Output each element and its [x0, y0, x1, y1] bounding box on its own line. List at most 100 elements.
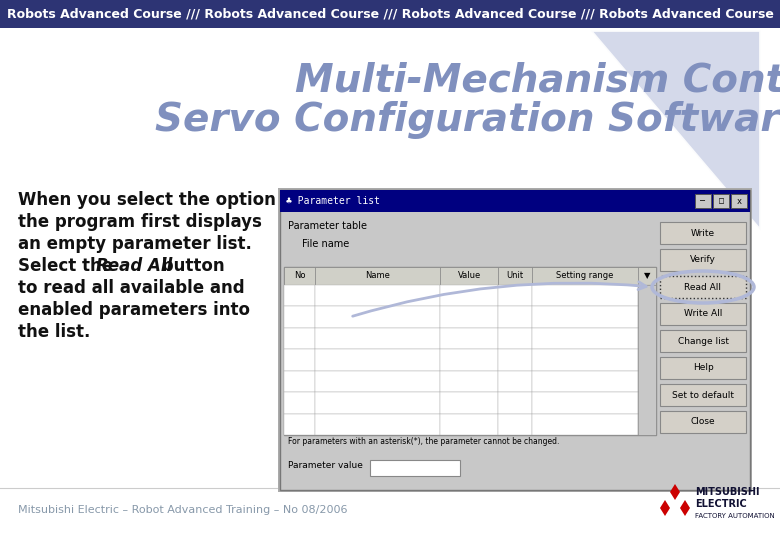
FancyBboxPatch shape — [315, 371, 440, 392]
FancyBboxPatch shape — [284, 392, 315, 414]
FancyBboxPatch shape — [532, 267, 638, 285]
FancyBboxPatch shape — [532, 392, 638, 414]
Text: Write All: Write All — [684, 309, 722, 319]
Text: Mitsubishi Electric – Robot Advanced Training – No 08/2006: Mitsubishi Electric – Robot Advanced Tra… — [18, 505, 348, 515]
Polygon shape — [670, 484, 680, 500]
Text: the list.: the list. — [18, 323, 90, 341]
FancyBboxPatch shape — [638, 285, 656, 435]
Polygon shape — [590, 30, 760, 230]
FancyBboxPatch shape — [440, 392, 498, 414]
FancyBboxPatch shape — [498, 349, 532, 371]
FancyBboxPatch shape — [284, 267, 656, 435]
Text: Robots Advanced Course /// Robots Advanced Course /// Robots Advanced Course ///: Robots Advanced Course /// Robots Advanc… — [6, 8, 774, 21]
Text: □: □ — [718, 197, 724, 206]
FancyBboxPatch shape — [498, 414, 532, 435]
FancyBboxPatch shape — [498, 328, 532, 349]
FancyBboxPatch shape — [532, 306, 638, 328]
Text: Parameter table: Parameter table — [288, 221, 367, 231]
Text: MITSUBISHI: MITSUBISHI — [695, 487, 760, 497]
FancyBboxPatch shape — [660, 357, 746, 379]
FancyBboxPatch shape — [315, 392, 440, 414]
FancyBboxPatch shape — [532, 328, 638, 349]
Text: Parameter value: Parameter value — [288, 461, 363, 469]
FancyBboxPatch shape — [284, 285, 315, 306]
Text: Read All: Read All — [685, 282, 722, 292]
FancyBboxPatch shape — [440, 349, 498, 371]
Text: x: x — [736, 197, 742, 206]
Text: Change list: Change list — [678, 336, 729, 346]
FancyArrowPatch shape — [353, 282, 646, 316]
FancyBboxPatch shape — [284, 328, 315, 349]
FancyBboxPatch shape — [638, 414, 656, 435]
Polygon shape — [680, 500, 690, 516]
Text: enabled parameters into: enabled parameters into — [18, 301, 250, 319]
FancyBboxPatch shape — [638, 392, 656, 414]
Text: ♣ Parameter list: ♣ Parameter list — [286, 196, 380, 206]
Text: —: — — [700, 197, 705, 206]
FancyBboxPatch shape — [660, 249, 746, 271]
Text: Name: Name — [365, 272, 390, 280]
Text: ELECTRIC: ELECTRIC — [695, 499, 746, 509]
FancyBboxPatch shape — [638, 306, 656, 328]
FancyBboxPatch shape — [498, 267, 532, 285]
FancyBboxPatch shape — [315, 267, 440, 285]
FancyBboxPatch shape — [660, 384, 746, 406]
FancyBboxPatch shape — [498, 371, 532, 392]
FancyBboxPatch shape — [638, 267, 656, 285]
FancyBboxPatch shape — [440, 328, 498, 349]
Text: Servo Configuration Software (6): Servo Configuration Software (6) — [155, 101, 780, 139]
FancyBboxPatch shape — [695, 194, 711, 208]
FancyBboxPatch shape — [440, 306, 498, 328]
FancyBboxPatch shape — [440, 371, 498, 392]
FancyBboxPatch shape — [440, 414, 498, 435]
Text: Value: Value — [458, 272, 480, 280]
FancyBboxPatch shape — [638, 328, 656, 349]
FancyBboxPatch shape — [660, 411, 746, 433]
Text: ▼: ▼ — [644, 272, 651, 280]
FancyBboxPatch shape — [278, 188, 752, 492]
FancyBboxPatch shape — [315, 328, 440, 349]
Text: Set to default: Set to default — [672, 390, 734, 400]
Text: Multi-Mechanism Control –: Multi-Mechanism Control – — [295, 61, 780, 99]
FancyBboxPatch shape — [660, 303, 746, 325]
FancyBboxPatch shape — [0, 0, 780, 28]
Text: Help: Help — [693, 363, 714, 373]
FancyBboxPatch shape — [638, 371, 656, 392]
FancyBboxPatch shape — [660, 330, 746, 352]
Polygon shape — [660, 500, 670, 516]
FancyBboxPatch shape — [315, 414, 440, 435]
FancyBboxPatch shape — [638, 349, 656, 371]
FancyBboxPatch shape — [638, 285, 656, 306]
FancyBboxPatch shape — [284, 267, 315, 285]
Text: Verify: Verify — [690, 255, 716, 265]
FancyBboxPatch shape — [0, 28, 780, 540]
FancyBboxPatch shape — [284, 349, 315, 371]
Text: Setting range: Setting range — [556, 272, 614, 280]
Text: When you select the option: When you select the option — [18, 191, 276, 209]
Text: button: button — [156, 257, 225, 275]
FancyBboxPatch shape — [315, 285, 440, 306]
Text: Close: Close — [690, 417, 715, 427]
FancyBboxPatch shape — [315, 349, 440, 371]
FancyBboxPatch shape — [532, 285, 638, 306]
FancyBboxPatch shape — [532, 349, 638, 371]
Text: Write: Write — [691, 228, 715, 238]
FancyBboxPatch shape — [315, 306, 440, 328]
FancyBboxPatch shape — [713, 194, 729, 208]
FancyBboxPatch shape — [284, 371, 315, 392]
FancyBboxPatch shape — [284, 414, 315, 435]
Text: FACTORY AUTOMATION: FACTORY AUTOMATION — [695, 513, 775, 519]
Text: No: No — [294, 272, 305, 280]
FancyBboxPatch shape — [532, 414, 638, 435]
FancyBboxPatch shape — [498, 306, 532, 328]
FancyBboxPatch shape — [284, 306, 315, 328]
FancyBboxPatch shape — [280, 190, 750, 212]
FancyBboxPatch shape — [660, 222, 746, 244]
Text: Unit: Unit — [506, 272, 523, 280]
FancyBboxPatch shape — [731, 194, 747, 208]
FancyBboxPatch shape — [370, 460, 460, 476]
Text: an empty parameter list.: an empty parameter list. — [18, 235, 252, 253]
FancyBboxPatch shape — [440, 267, 498, 285]
Text: the program first displays: the program first displays — [18, 213, 262, 231]
Text: Read All: Read All — [96, 257, 172, 275]
